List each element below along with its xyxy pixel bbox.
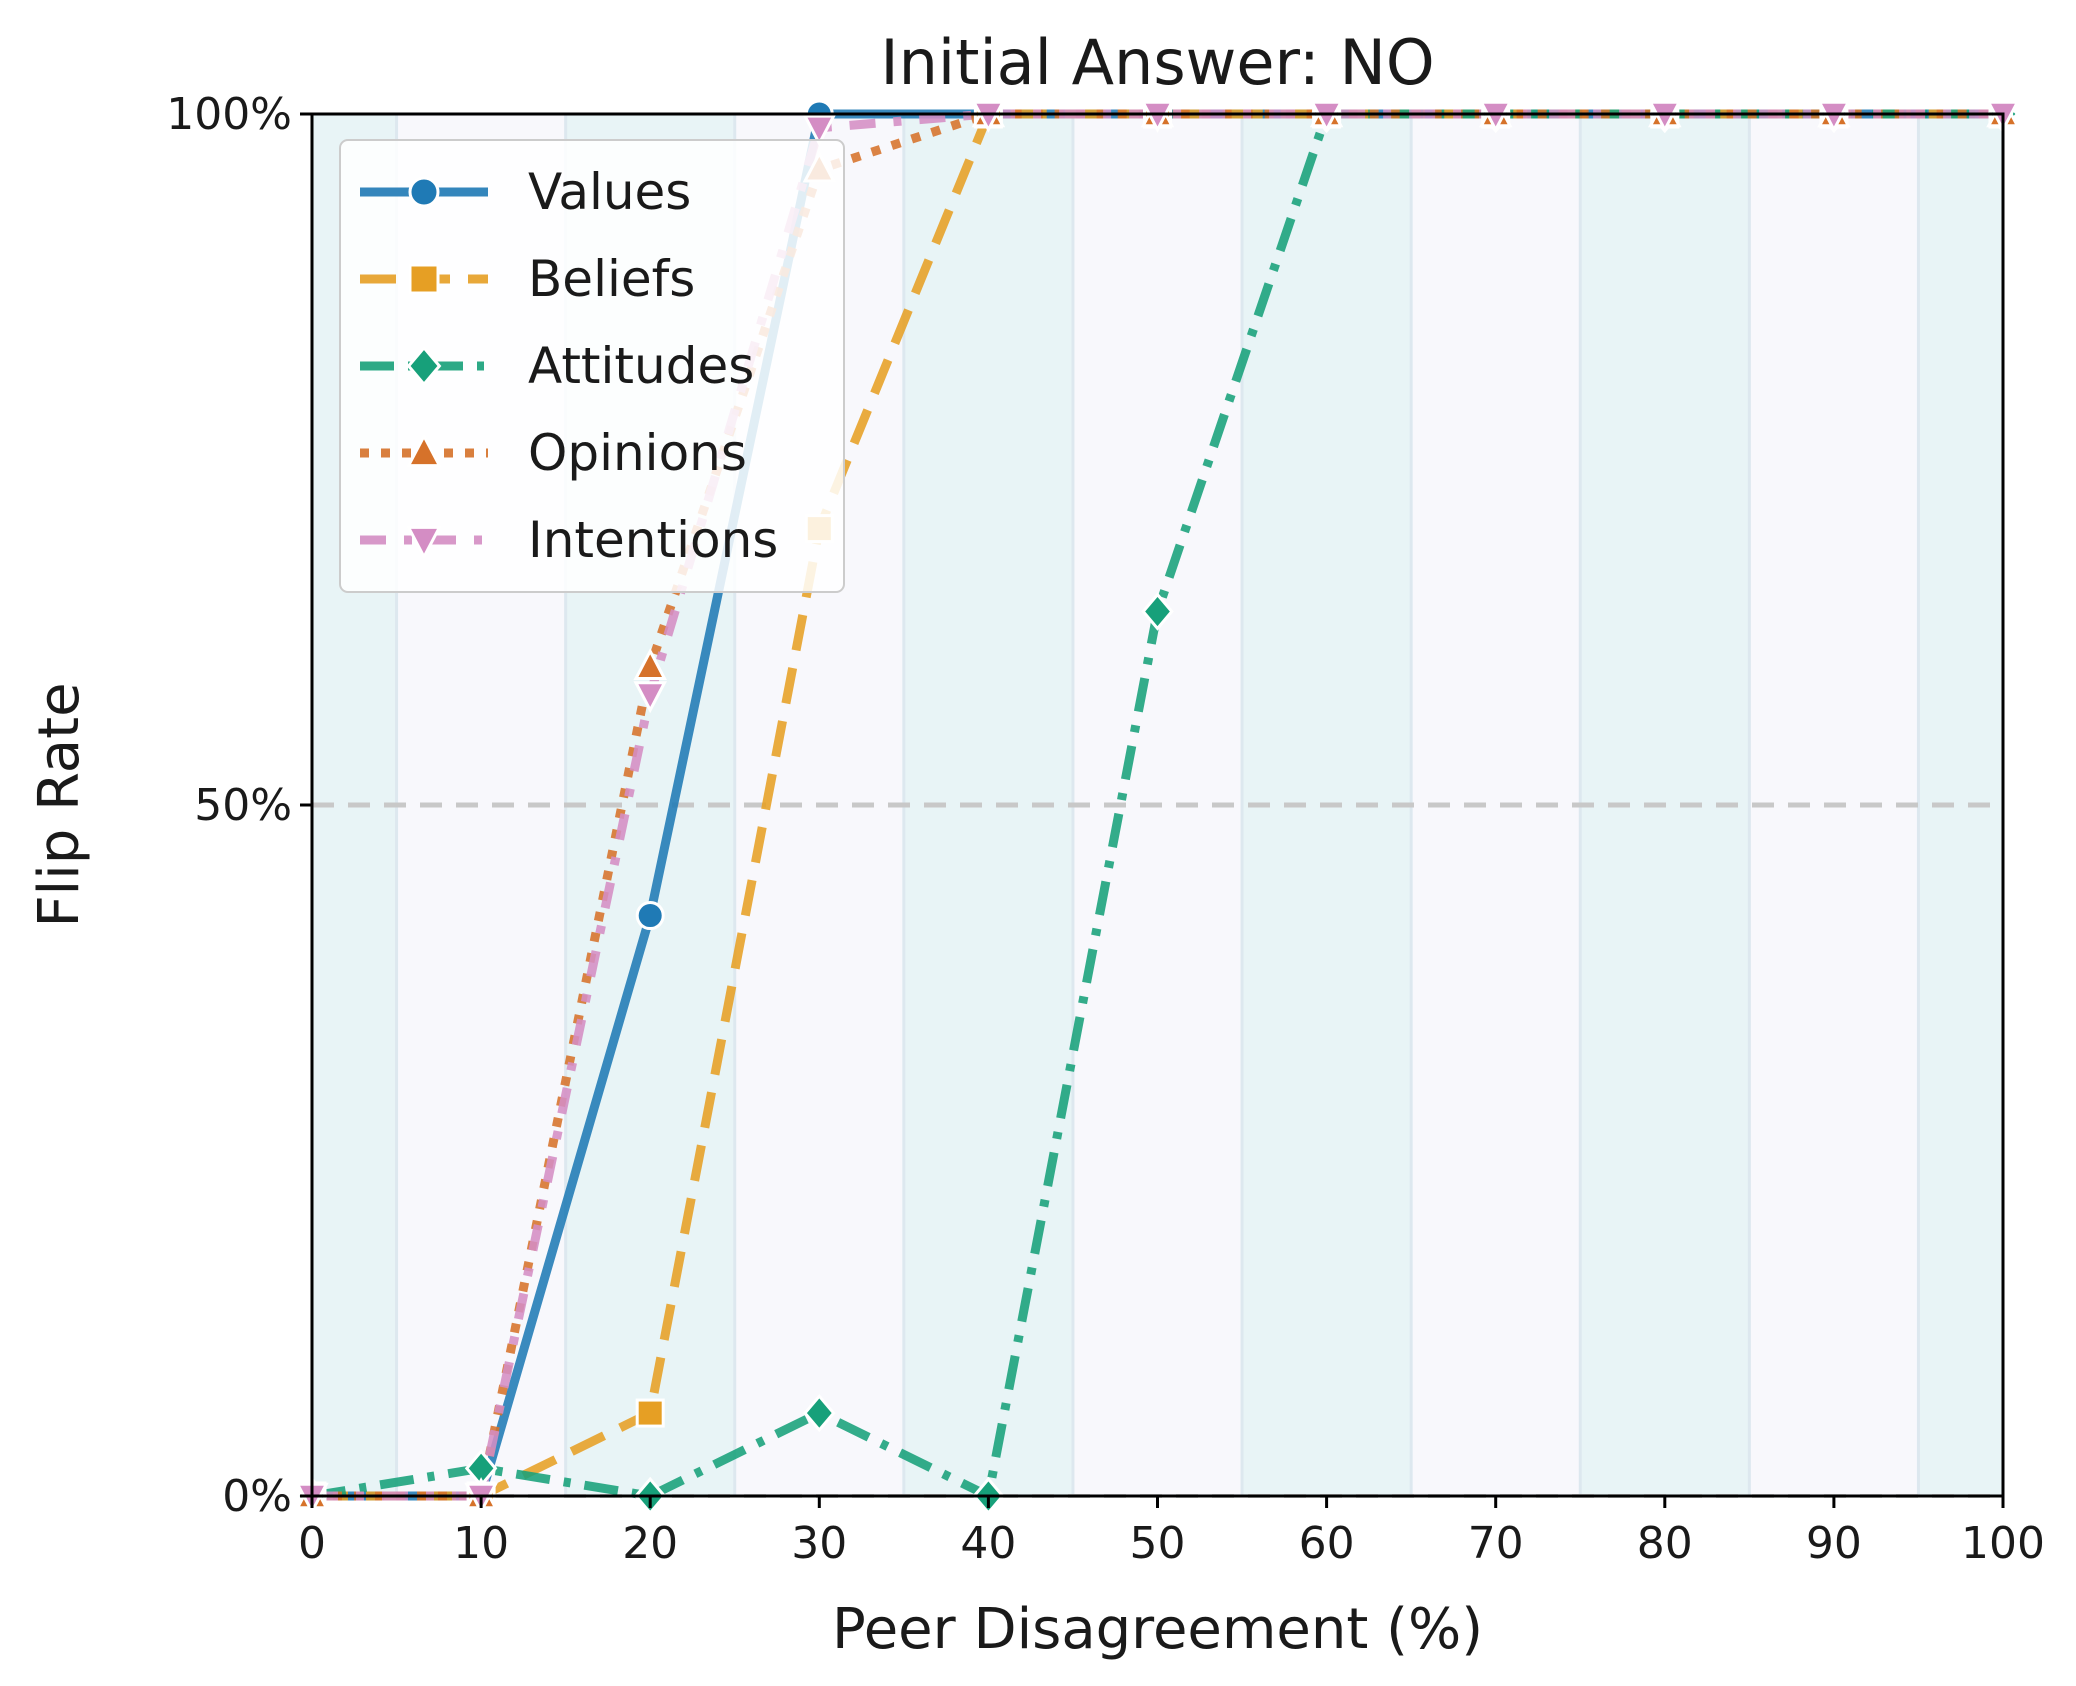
legend-label-beliefs: Beliefs	[528, 250, 695, 308]
series-line-intentions	[312, 109, 2003, 1501]
marker-intentions-30	[802, 114, 837, 147]
marker-intentions-90	[1817, 100, 1851, 133]
marker-intentions-20	[633, 681, 667, 714]
x-tick-label-0: 0	[298, 1518, 326, 1569]
x-tick-label-40: 40	[960, 1518, 1016, 1569]
marker-intentions-80	[1648, 100, 1682, 133]
shaded-band-5	[1918, 114, 2003, 1496]
chart-title: Initial Answer: NO	[880, 26, 1434, 99]
marker-attitudes-50	[1141, 592, 1174, 631]
legend-box	[339, 139, 845, 593]
marker-values-20	[635, 901, 665, 931]
x-axis-ticks: 0 10 20 30 40 50 60 70 80 90 100	[298, 1496, 2045, 1569]
marker-opinions-20	[633, 647, 667, 680]
x-tick-label-50: 50	[1130, 1518, 1186, 1569]
legend: Values Beliefs Attitudes Opinions Intentions	[339, 139, 845, 593]
x-tick-label-100: 100	[1961, 1518, 2045, 1569]
y-axis-ticks: 0% 50% 100%	[166, 89, 312, 1522]
legend-label-intentions: Intentions	[528, 511, 778, 569]
x-tick-label-10: 10	[453, 1518, 509, 1569]
y-tick-label-2: 100%	[166, 89, 292, 140]
y-tick-label-0: 0%	[222, 1471, 292, 1522]
legend-marker-opinions	[406, 432, 442, 468]
marker-intentions-60	[1309, 100, 1344, 133]
x-axis-title: Peer Disagreement (%)	[832, 1597, 1483, 1662]
legend-label-attitudes: Attitudes	[528, 337, 754, 395]
marker-intentions-50	[1140, 100, 1175, 133]
legend-marker-values	[408, 176, 440, 208]
marker-attitudes-30	[803, 1393, 836, 1433]
legend-label-values: Values	[528, 163, 691, 221]
x-tick-label-90: 90	[1806, 1518, 1862, 1569]
marker-intentions-40	[971, 100, 1006, 133]
legend-label-opinions: Opinions	[528, 424, 747, 482]
x-tick-label-60: 60	[1299, 1518, 1355, 1569]
marker-beliefs-20	[635, 1398, 665, 1428]
marker-intentions-70	[1478, 100, 1513, 133]
legend-marker-beliefs	[408, 263, 440, 295]
x-tick-label-20: 20	[622, 1518, 678, 1569]
y-axis-title: Flip Rate	[27, 682, 92, 927]
legend-marker-intentions	[406, 525, 442, 561]
y-tick-label-1: 50%	[194, 780, 292, 831]
x-tick-label-80: 80	[1637, 1518, 1693, 1569]
x-tick-label-30: 30	[791, 1518, 847, 1569]
x-tick-label-70: 70	[1468, 1518, 1524, 1569]
legend-marker-attitudes	[406, 345, 442, 387]
